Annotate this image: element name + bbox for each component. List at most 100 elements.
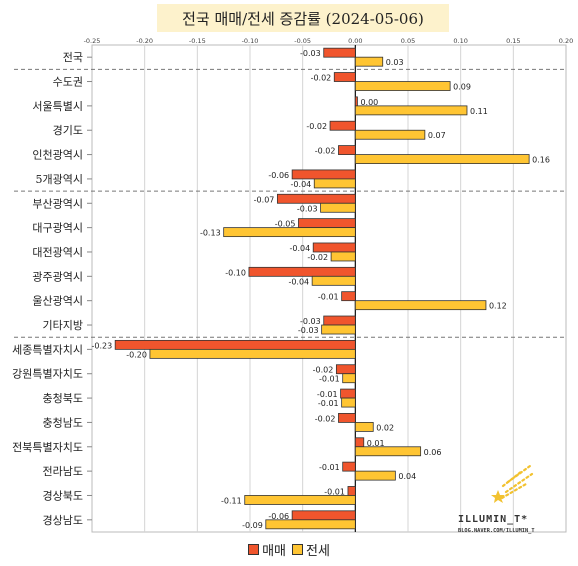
data-label-jeonse: 0.03 bbox=[386, 58, 404, 67]
y-category-label: 부산광역시 bbox=[32, 197, 83, 210]
data-label-sale: -0.03 bbox=[300, 317, 321, 326]
data-label-sale: -0.02 bbox=[313, 366, 334, 375]
legend-item-sale: 매매 bbox=[248, 540, 286, 559]
y-category-label: 충청남도 bbox=[43, 416, 83, 429]
bar-sale bbox=[329, 120, 356, 131]
bar-jeonse bbox=[244, 495, 356, 505]
plot-frame bbox=[91, 44, 567, 533]
y-category-label: 기타지방 bbox=[43, 319, 83, 332]
bar-sale bbox=[341, 291, 356, 302]
bar-jeonse bbox=[354, 154, 530, 164]
bar-sale bbox=[333, 72, 356, 82]
legend-swatch-jeonse bbox=[292, 544, 303, 555]
data-label-jeonse: -0.03 bbox=[298, 326, 319, 335]
data-label-jeonse: 0.12 bbox=[489, 302, 507, 311]
bar-jeonse bbox=[354, 422, 374, 432]
data-label-jeonse: -0.01 bbox=[319, 375, 340, 384]
y-category-label: 서울특별시 bbox=[32, 100, 83, 113]
data-label-sale: -0.04 bbox=[289, 244, 310, 253]
data-label-jeonse: 0.09 bbox=[453, 83, 471, 92]
legend: 매매 전세 bbox=[0, 540, 578, 559]
y-category-label: 5개광역시 bbox=[36, 173, 83, 186]
data-label-sale: -0.10 bbox=[225, 268, 246, 277]
bar-jeonse bbox=[341, 397, 356, 408]
x-tick-label: 0.10 bbox=[453, 37, 467, 45]
x-tick-label: -0.15 bbox=[189, 37, 206, 45]
bar-jeonse bbox=[354, 56, 384, 67]
y-category-label: 수도권 bbox=[53, 76, 83, 89]
data-label-jeonse: 0.06 bbox=[424, 448, 442, 457]
star-icon bbox=[491, 490, 505, 503]
data-label-sale: -0.02 bbox=[315, 414, 336, 423]
data-label-sale: -0.03 bbox=[300, 49, 321, 58]
bar-sale bbox=[291, 169, 356, 180]
data-label-sale: 0.01 bbox=[367, 439, 385, 448]
x-tick-label: -0.20 bbox=[136, 37, 153, 45]
data-label-sale: -0.01 bbox=[319, 463, 340, 472]
y-category-label: 광주광역시 bbox=[32, 270, 83, 283]
bar-jeonse bbox=[321, 324, 356, 335]
bar-jeonse bbox=[223, 227, 356, 238]
y-category-label: 울산광역시 bbox=[32, 295, 83, 308]
bar-sale bbox=[347, 486, 356, 496]
bar-sale bbox=[114, 339, 356, 350]
bar-sale bbox=[354, 96, 358, 107]
bar-jeonse bbox=[311, 275, 356, 286]
data-label-jeonse: 0.02 bbox=[376, 423, 394, 432]
bar-sale bbox=[354, 437, 365, 448]
data-label-sale: -0.02 bbox=[311, 74, 332, 83]
y-category-label: 전국 bbox=[63, 51, 83, 64]
data-label-sale: 0.00 bbox=[360, 98, 378, 107]
bar-jeonse bbox=[354, 81, 451, 91]
data-label-sale: -0.01 bbox=[318, 293, 339, 302]
bar-jeonse bbox=[354, 105, 468, 116]
chart-title: 전국 매매/전세 증감률 (2024-05-06) bbox=[182, 9, 424, 28]
data-label-sale: -0.01 bbox=[317, 390, 338, 399]
data-label-jeonse: -0.04 bbox=[288, 277, 309, 286]
data-label-sale: -0.23 bbox=[91, 341, 112, 350]
data-label-sale: -0.07 bbox=[254, 195, 275, 204]
watermark-logo: ILLUMIN_T* BLOG.NAVER.COM/ILLUMIN_T bbox=[458, 464, 535, 534]
y-category-label: 인천광역시 bbox=[32, 148, 83, 162]
legend-label-jeonse: 전세 bbox=[306, 544, 330, 559]
bar-chart: -0.25 -0.20 -0.15 -0.10 -0.05 0.00 0.05 0.10 0.1… bbox=[12, 37, 573, 533]
data-label-jeonse: 0.16 bbox=[532, 156, 550, 165]
x-tick-label: 0.20 bbox=[559, 37, 573, 45]
x-tick-label: 0.15 bbox=[506, 37, 520, 45]
bar-sale bbox=[291, 510, 356, 521]
data-label-jeonse: -0.09 bbox=[242, 521, 263, 530]
sparkle-icon bbox=[500, 464, 534, 500]
x-tick-label: -0.25 bbox=[84, 37, 101, 45]
data-label-jeonse: -0.20 bbox=[126, 350, 147, 359]
x-tick-label: -0.05 bbox=[294, 37, 311, 45]
bar-jeonse bbox=[313, 178, 356, 189]
bar-jeonse bbox=[265, 519, 356, 530]
data-label-sale: -0.02 bbox=[306, 122, 327, 131]
data-label-jeonse: -0.03 bbox=[297, 204, 318, 213]
data-label-sale: -0.06 bbox=[268, 512, 289, 521]
data-label-jeonse: -0.13 bbox=[200, 229, 221, 238]
data-label-jeonse: -0.04 bbox=[291, 180, 312, 189]
bar-jeonse bbox=[149, 348, 356, 359]
data-label-jeonse: 0.11 bbox=[470, 107, 488, 116]
bar-sale bbox=[323, 315, 356, 326]
bar-sale bbox=[338, 145, 356, 155]
data-label-sale: -0.05 bbox=[275, 220, 296, 229]
legend-item-jeonse: 전세 bbox=[292, 540, 330, 559]
chart-title-box: 전국 매매/전세 증감률 (2024-05-06) bbox=[157, 4, 449, 32]
y-category-label: 경상남도 bbox=[43, 514, 83, 527]
data-label-sale: -0.02 bbox=[315, 147, 336, 156]
data-label-jeonse: 0.04 bbox=[398, 472, 416, 481]
y-category-label: 세종특별자치시 bbox=[12, 343, 83, 356]
bar-sale bbox=[335, 364, 356, 375]
bar-sale bbox=[338, 413, 356, 423]
y-category-label: 대전광역시 bbox=[32, 246, 83, 259]
x-tick-label: 0.05 bbox=[401, 37, 415, 45]
bar-jeonse bbox=[320, 202, 356, 213]
data-label-jeonse: 0.07 bbox=[428, 131, 446, 140]
bar-jeonse bbox=[354, 129, 426, 140]
bar-jeonse bbox=[354, 300, 487, 311]
bar-jeonse bbox=[330, 251, 356, 262]
data-label-jeonse: -0.01 bbox=[318, 399, 339, 408]
data-label-sale: -0.01 bbox=[324, 487, 345, 496]
